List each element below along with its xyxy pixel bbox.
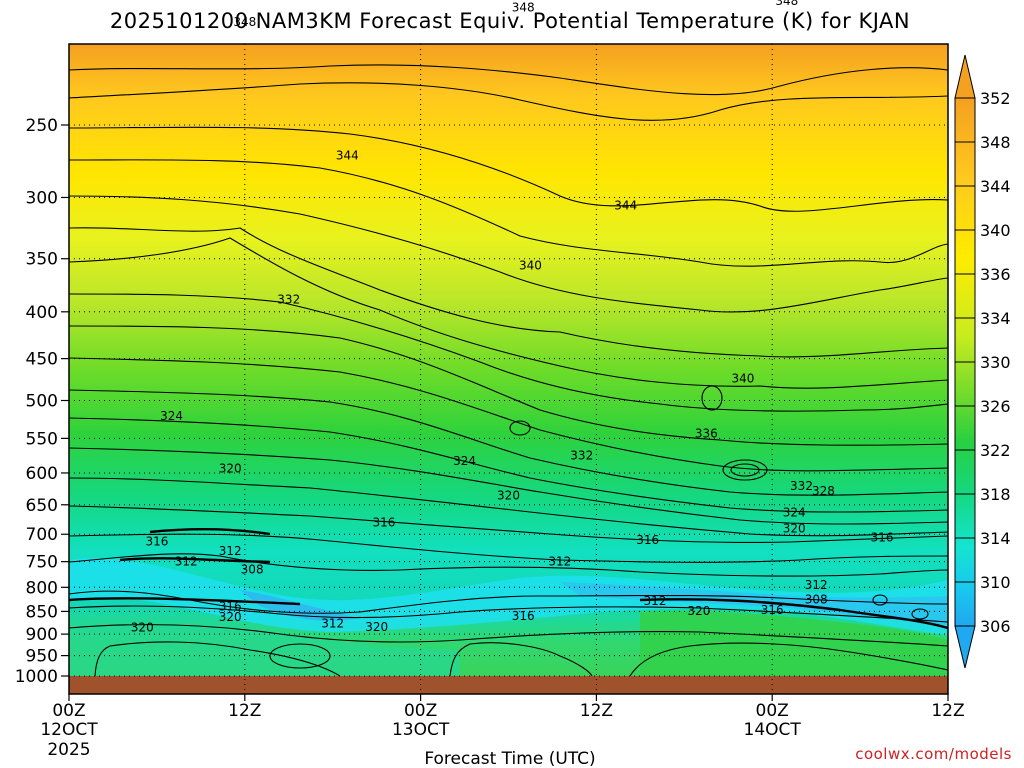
contour-label: 320 [497,489,520,503]
colorbar-label: 336 [980,265,1011,284]
colorbar-top-triangle [954,54,976,99]
ground-surface [69,676,948,694]
x-tick-label: 00Z [756,701,789,721]
contour-label: 308 [241,563,264,577]
contour-label: 344 [614,198,637,212]
y-tick-label: 550 [26,429,58,449]
plot-frame [68,43,949,695]
contour-label: 340 [731,371,754,385]
contour-label: 316 [512,609,535,623]
y-axis: 250 300 350 400 450 500 550 600 650 700 750 800 850 9… [15,116,69,687]
contour-label: 312 [548,555,571,569]
contour-label: 332 [570,448,593,462]
y-tick-label: 250 [26,116,58,136]
colorbar-label: 330 [980,353,1011,372]
colorbar-label: 348 [980,133,1011,152]
moist-surface-layer [640,610,948,676]
tight-contour-bands [69,528,948,630]
contour-label: 340 [519,258,542,272]
y-tick-label: 450 [26,350,58,370]
contour-label: 344 [336,149,359,163]
y-tick-label: 650 [26,496,58,516]
contour-lines [69,64,948,677]
contour-label: 348 [775,0,798,8]
x-tick-year: 2025 [47,740,90,760]
dry-core-2 [560,582,948,625]
colorbar-label: 334 [980,309,1011,328]
x-axis-label: Forecast Time (UTC) [424,749,595,768]
x-tick-label: 00Z [404,701,437,721]
contour-label: 348 [512,0,535,14]
contour-label: 332 [277,293,300,307]
y-tick-label: 1000 [15,667,58,687]
contour-label: 336 [695,426,718,440]
x-tick-label: 00Z [52,701,85,721]
y-tick-label: 600 [26,464,58,484]
contour-label: 312 [219,544,242,558]
chart-title: 2025101200 NAM3KM Forecast Equiv. Potent… [110,9,910,33]
y-tick-label: 350 [26,250,58,270]
contour-label: 332 [790,479,813,493]
contour-label: 316 [636,533,659,547]
contour-label: 324 [783,506,806,520]
contour-label: 312 [805,578,828,592]
contour-label: 308 [805,593,828,607]
contour-label: 324 [453,454,476,468]
colorbar-labels: 352 348 344 340 336 334 330 326 322 318 314 310 306 [955,89,1011,636]
colorbar-label: 340 [980,221,1011,240]
contour-label: 328 [812,484,835,498]
surface-layer-left [69,617,460,676]
contour-label: 316 [373,516,396,530]
colorbar-bottom-triangle [954,625,976,669]
contour-label: 324 [160,409,183,423]
contour-label: 320 [687,604,710,618]
y-tick-label: 750 [26,553,58,573]
y-tick-label: 400 [26,303,58,323]
contour-label: 312 [644,594,667,608]
colorbar-label: 352 [980,89,1011,108]
x-tick-label: 12Z [931,701,964,721]
contour-label: 320 [131,620,154,634]
colorbar-label: 318 [980,485,1011,504]
colorbar-label: 310 [980,573,1011,592]
colorbar-label: 344 [980,177,1011,196]
y-tick-label: 500 [26,392,58,412]
y-tick-label: 900 [26,625,58,645]
contour-label: 312 [321,616,344,630]
contour-label: 320 [783,522,806,536]
y-tick-label: 300 [26,188,58,208]
contour-label: 316 [219,600,242,614]
plot-area [69,44,948,694]
contour-label: 348 [233,15,256,29]
contour-label: 312 [175,555,198,569]
credit-text: coolwx.com/models [855,745,1012,763]
colorbar-label: 326 [980,397,1011,416]
y-tick-label: 800 [26,578,58,598]
x-tick-date: 13OCT [392,720,450,740]
y-tick-label: 850 [26,602,58,622]
contour-label: 316 [761,603,784,617]
y-tick-label: 700 [26,525,58,545]
contour-label: 320 [219,461,242,475]
colorbar: 352 348 344 340 336 334 330 326 322 318 314 310 306 [954,54,1011,669]
contour-label: 316 [145,535,168,549]
y-tick-label: 950 [26,647,58,667]
contour-label: 320 [219,610,242,624]
colorbar-label: 322 [980,441,1011,460]
x-tick-date: 14OCT [744,720,802,740]
x-tick-date: 12OCT [40,720,98,740]
x-tick-label: 12Z [228,701,261,721]
contour-label: 320 [365,620,388,634]
colorbar-label: 306 [980,617,1011,636]
contour-label: 316 [871,531,894,545]
colorbar-label: 314 [980,529,1011,548]
x-tick-label: 12Z [580,701,613,721]
